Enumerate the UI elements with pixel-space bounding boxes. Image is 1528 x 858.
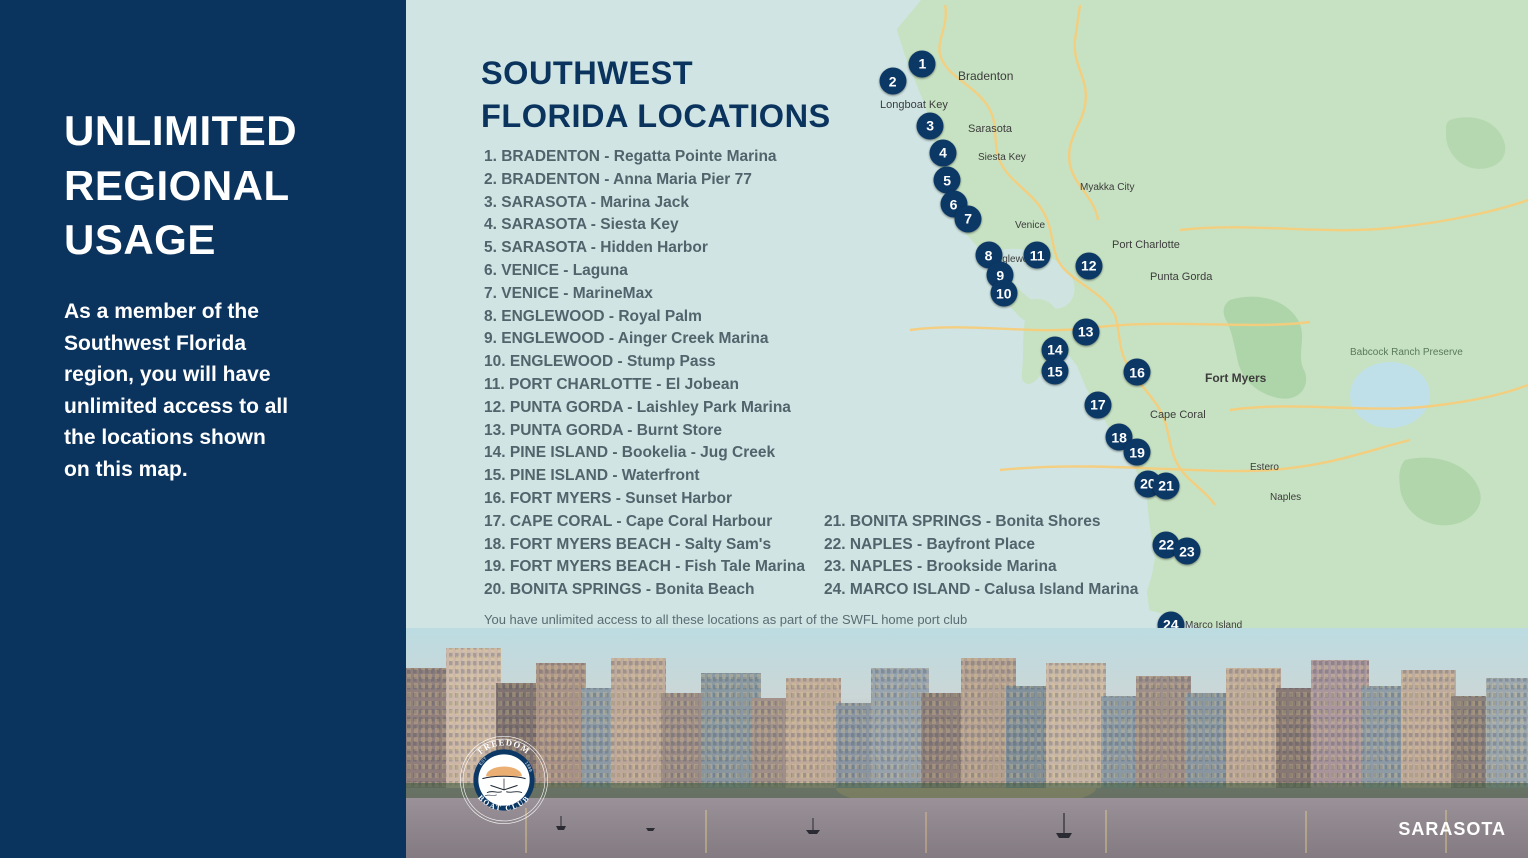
svg-text:Fort Myers: Fort Myers [1205, 371, 1267, 385]
svg-text:Naples: Naples [1270, 492, 1301, 503]
svg-text:Estero: Estero [1250, 462, 1279, 473]
svg-text:Babcock Ranch Preserve: Babcock Ranch Preserve [1350, 347, 1463, 358]
